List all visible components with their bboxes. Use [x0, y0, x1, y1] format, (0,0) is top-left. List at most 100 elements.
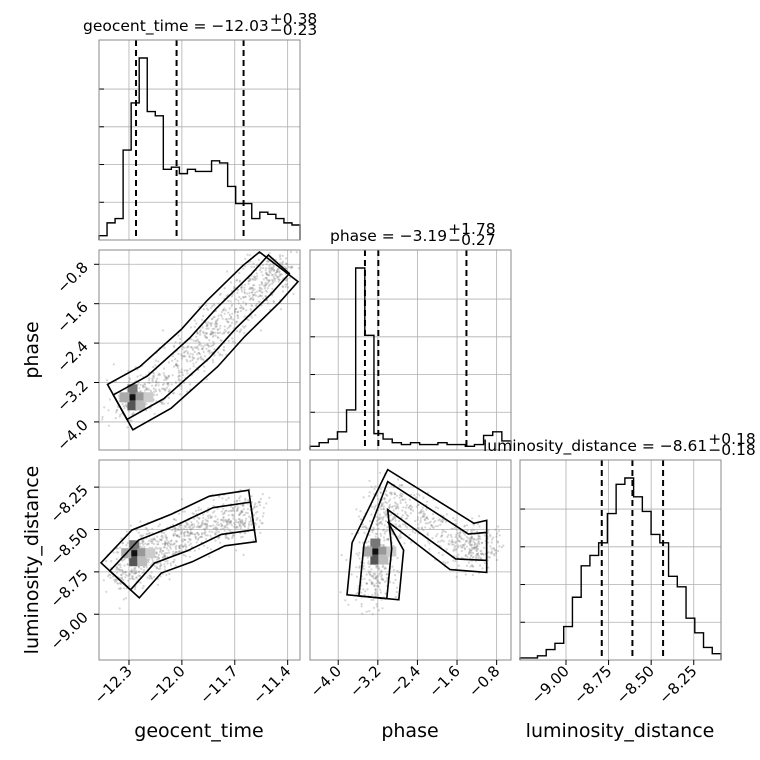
- sample-point: [212, 361, 215, 364]
- sample-point: [171, 529, 174, 532]
- sample-point: [242, 308, 245, 311]
- sample-point: [238, 512, 241, 516]
- sample-point: [116, 568, 119, 571]
- sample-point: [218, 530, 221, 533]
- sample-point: [164, 542, 167, 545]
- sample-point: [153, 564, 156, 567]
- sample-point: [117, 394, 120, 397]
- sample-point: [362, 496, 365, 499]
- sample-point: [225, 320, 229, 323]
- sample-point: [380, 505, 383, 508]
- sample-point: [216, 331, 219, 334]
- sample-point: [219, 324, 222, 327]
- sample-point: [218, 327, 222, 330]
- sample-point: [260, 288, 263, 291]
- sample-point: [392, 509, 395, 512]
- sample-point: [196, 338, 199, 341]
- sample-point: [459, 535, 462, 538]
- sample-point: [480, 552, 483, 556]
- sample-point: [157, 543, 160, 546]
- sample-point: [421, 506, 424, 509]
- sample-point: [160, 539, 163, 542]
- hist-panel-phase: [309, 249, 512, 451]
- sample-point: [162, 387, 165, 390]
- sample-point: [242, 522, 245, 526]
- sample-point: [229, 520, 232, 523]
- sample-point: [261, 282, 264, 285]
- sample-point: [273, 279, 276, 282]
- sample-point: [202, 350, 205, 354]
- sample-point: [227, 311, 230, 314]
- sample-point: [196, 332, 199, 335]
- sample-point: [162, 372, 165, 375]
- sample-point: [158, 388, 161, 391]
- sample-point: [142, 540, 145, 543]
- sample-point: [185, 369, 188, 372]
- sample-point: [491, 538, 494, 541]
- sample-point: [365, 610, 368, 613]
- sample-point: [284, 285, 287, 288]
- sample-point: [475, 548, 478, 551]
- sample-point: [114, 578, 117, 581]
- sample-point: [143, 389, 147, 392]
- sample-point: [131, 575, 134, 578]
- sample-point: [223, 526, 226, 530]
- sample-point: [297, 267, 300, 270]
- sample-point: [240, 521, 243, 524]
- sample-point: [197, 526, 201, 529]
- sample-point: [199, 535, 203, 538]
- sample-point: [207, 514, 210, 518]
- sample-point: [401, 498, 404, 501]
- sample-point: [152, 374, 155, 378]
- sample-point: [184, 355, 187, 358]
- sample-point: [207, 327, 210, 330]
- sample-point: [191, 353, 194, 356]
- sample-point: [455, 555, 459, 558]
- sample-point: [389, 581, 392, 584]
- sample-point: [376, 579, 380, 582]
- sample-point: [415, 496, 418, 499]
- sample-point: [134, 571, 137, 574]
- sample-point: [222, 516, 225, 519]
- sample-point: [151, 379, 154, 382]
- sample-point: [190, 531, 193, 534]
- sample-point: [176, 551, 179, 554]
- sample-point: [227, 320, 230, 323]
- sample-point: [189, 532, 192, 535]
- sample-point: [159, 575, 162, 578]
- sample-point: [181, 348, 184, 351]
- sample-point: [154, 538, 157, 542]
- sample-point: [462, 543, 465, 547]
- sample-point: [236, 508, 239, 511]
- sample-point: [376, 579, 379, 582]
- title-sub: −0.18: [708, 441, 756, 459]
- sample-point: [380, 534, 383, 538]
- sample-point: [264, 289, 267, 292]
- sample-point: [155, 552, 158, 555]
- sample-point: [151, 384, 154, 387]
- x-tick-label: −2.4: [386, 662, 424, 700]
- sample-point: [180, 353, 183, 356]
- sample-point: [227, 331, 230, 334]
- sample-point: [185, 358, 188, 361]
- sample-point: [399, 499, 402, 502]
- sample-point: [404, 512, 407, 515]
- sample-point: [208, 349, 211, 352]
- sample-point: [454, 540, 457, 543]
- sample-point: [457, 546, 460, 549]
- sample-point: [172, 518, 176, 521]
- sample-point: [217, 302, 220, 305]
- sample-point: [153, 393, 156, 396]
- sample-point: [210, 317, 213, 320]
- sample-point: [497, 525, 500, 528]
- sample-point: [236, 315, 239, 318]
- sample-point: [186, 522, 189, 525]
- sample-point: [239, 520, 242, 523]
- sample-point: [416, 518, 419, 522]
- x-axis-label: phase: [381, 720, 438, 742]
- sample-point: [365, 582, 368, 585]
- sample-point: [229, 522, 232, 525]
- sample-point: [243, 315, 246, 318]
- sample-point: [218, 523, 221, 527]
- sample-point: [196, 345, 199, 348]
